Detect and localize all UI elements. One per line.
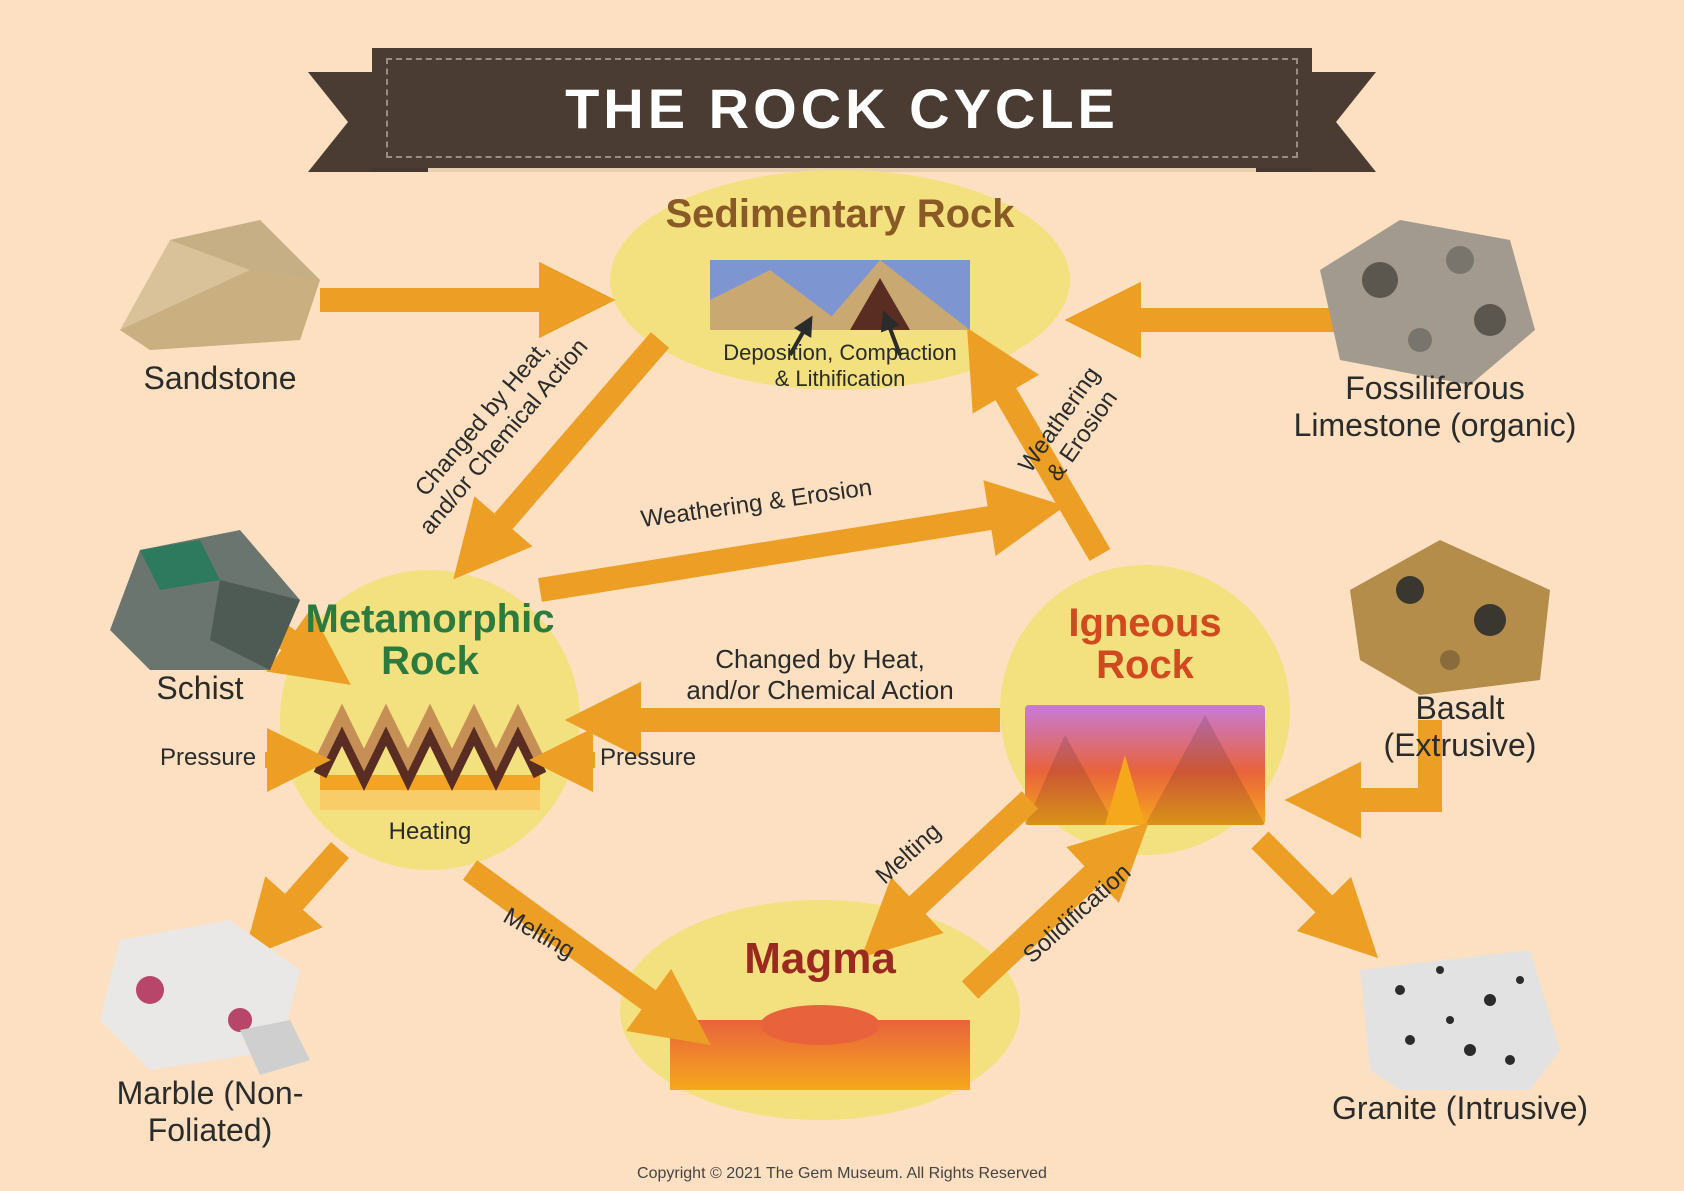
copyright-text: Copyright © 2021 The Gem Museum. All Rig…: [0, 1165, 1684, 1183]
sample-sandstone: [110, 210, 330, 365]
edge-ign-to-sed-label: Weathering & Erosion: [1013, 362, 1129, 494]
node-magma-title: Magma: [700, 934, 940, 984]
sample-granite-label: Granite (Intrusive): [1330, 1090, 1590, 1127]
edge-meta-to-magma-label: Melting: [498, 903, 579, 966]
metamorphic-heating: Heating: [370, 818, 490, 846]
edge-meta-to-sed-label: Weathering & Erosion: [639, 474, 874, 534]
sample-granite: [1350, 940, 1570, 1105]
sample-marble-label: Marble (Non-Foliated): [80, 1075, 340, 1149]
schist-rock-icon: [100, 520, 310, 680]
edge-magma-to-ign-label: Solidification: [1018, 859, 1137, 970]
node-sedimentary-sublabel: Deposition, Compaction & Lithification: [690, 340, 990, 392]
sample-basalt-label: Basalt (Extrusive): [1350, 690, 1570, 764]
edge-ign-to-meta-label: Changed by Heat, and/or Chemical Action: [650, 644, 990, 706]
page-title: THE ROCK CYCLE: [372, 48, 1312, 168]
node-igneous-title: Igneous Rock: [1030, 602, 1260, 686]
marble-rock-icon: [90, 910, 320, 1080]
basalt-rock-icon: [1340, 530, 1560, 700]
sample-schist: [100, 520, 310, 685]
sample-marble: [90, 910, 320, 1085]
edge-ign-to-magma-label: Melting: [871, 818, 947, 891]
granite-rock-icon: [1350, 940, 1570, 1100]
sample-sandstone-label: Sandstone: [110, 360, 330, 397]
metamorphic-pressure-left: Pressure: [160, 744, 256, 772]
node-sedimentary-title: Sedimentary Rock: [640, 192, 1040, 237]
title-banner: THE ROCK CYCLE: [372, 48, 1312, 180]
metamorphic-pressure-right: Pressure: [600, 744, 696, 772]
sample-schist-label: Schist: [120, 670, 280, 707]
sandstone-rock-icon: [110, 210, 330, 360]
sample-limestone: [1310, 210, 1540, 395]
limestone-rock-icon: [1310, 210, 1540, 390]
node-metamorphic-title: Metamorphic Rock: [290, 598, 570, 682]
sample-limestone-label: Fossiliferous Limestone (organic): [1290, 370, 1580, 444]
edge-sed-to-meta-label: Changed by Heat, and/or Chemical Action: [393, 315, 595, 540]
sample-basalt: [1340, 530, 1560, 705]
